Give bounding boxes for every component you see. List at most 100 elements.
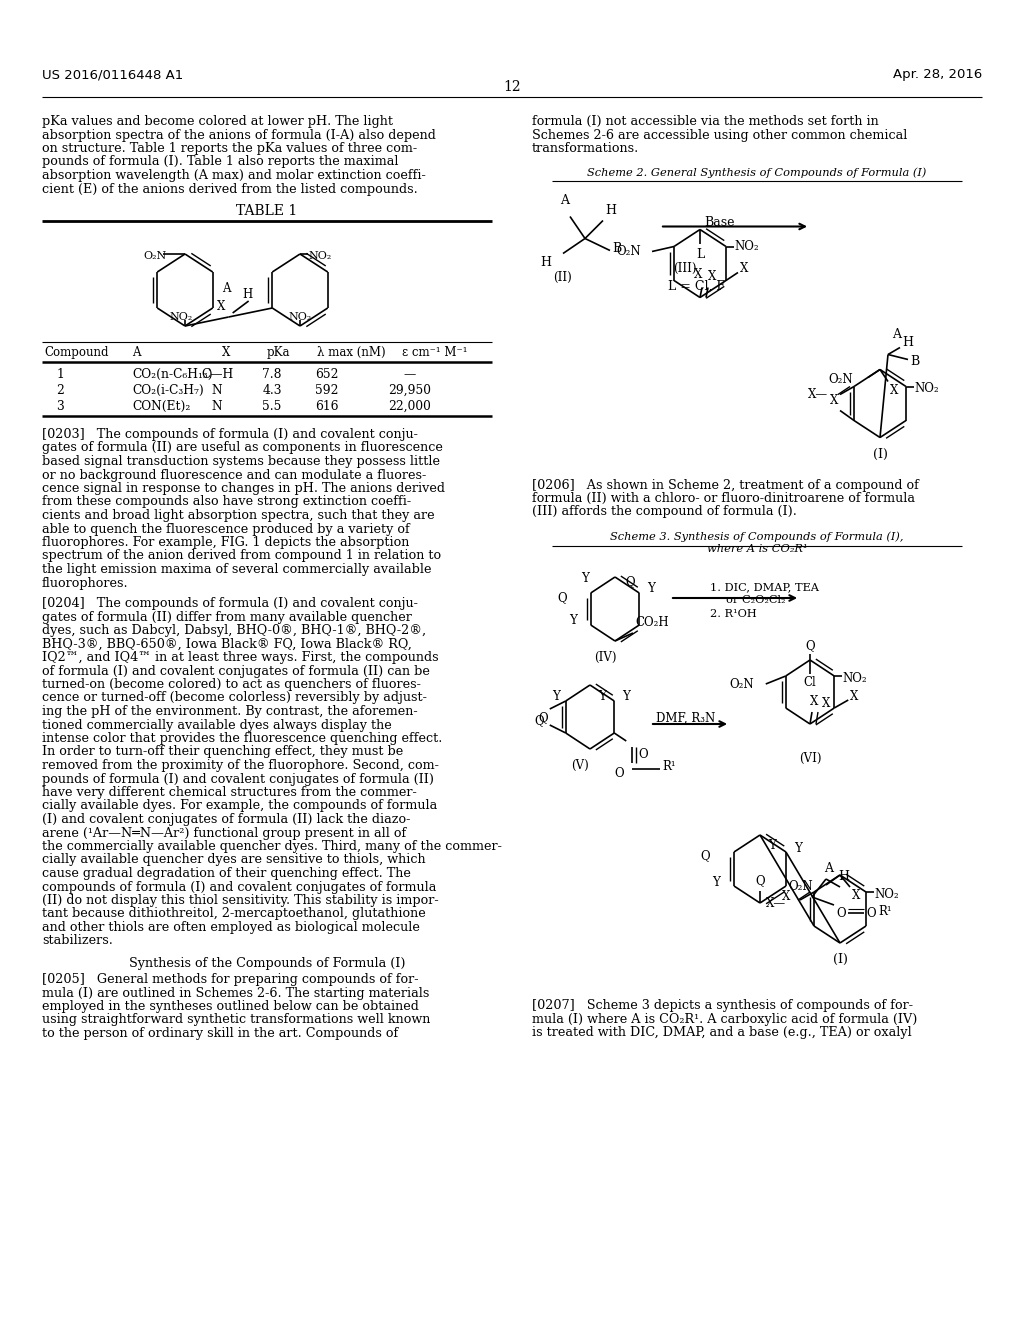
Text: to the person of ordinary skill in the art. Compounds of: to the person of ordinary skill in the a…	[42, 1027, 398, 1040]
Text: Y: Y	[569, 615, 577, 627]
Text: 2. R¹OH: 2. R¹OH	[710, 609, 757, 619]
Text: A: A	[892, 329, 901, 342]
Text: have very different chemical structures from the commer-: have very different chemical structures …	[42, 785, 417, 799]
Text: the light emission maxima of several commercially available: the light emission maxima of several com…	[42, 564, 431, 576]
Text: tioned commercially available dyes always display the: tioned commercially available dyes alway…	[42, 718, 392, 731]
Text: compounds of formula (I) and covalent conjugates of formula: compounds of formula (I) and covalent co…	[42, 880, 436, 894]
Text: Q: Q	[700, 850, 710, 862]
Text: mula (I) where A is CO₂R¹. A carboxylic acid of formula (IV): mula (I) where A is CO₂R¹. A carboxylic …	[532, 1012, 918, 1026]
Text: (VI): (VI)	[799, 752, 821, 766]
Text: X—: X—	[766, 898, 786, 909]
Text: Compound: Compound	[44, 346, 109, 359]
Text: [0203]   The compounds of formula (I) and covalent conju-: [0203] The compounds of formula (I) and …	[42, 428, 418, 441]
Text: 12: 12	[503, 81, 521, 94]
Text: C—H: C—H	[201, 368, 233, 381]
Text: pounds of formula (I) and covalent conjugates of formula (II): pounds of formula (I) and covalent conju…	[42, 772, 434, 785]
Text: tant because dithiothreitol, 2-mercaptoethanol, glutathione: tant because dithiothreitol, 2-mercaptoe…	[42, 908, 426, 920]
Text: H: H	[605, 203, 616, 216]
Text: (I) and covalent conjugates of formula (II) lack the diazo-: (I) and covalent conjugates of formula (…	[42, 813, 411, 826]
Text: Q: Q	[755, 874, 765, 887]
Text: CON(Et)₂: CON(Et)₂	[132, 400, 190, 413]
Text: Y: Y	[768, 840, 776, 851]
Text: cence signal in response to changes in pH. The anions derived: cence signal in response to changes in p…	[42, 482, 445, 495]
Text: λ max (nM): λ max (nM)	[317, 346, 386, 359]
Text: Q: Q	[557, 591, 566, 605]
Text: O₂N: O₂N	[828, 374, 853, 385]
Text: NO₂: NO₂	[734, 240, 759, 253]
Text: fluorophores.: fluorophores.	[42, 577, 129, 590]
Text: DMF, R₃N: DMF, R₃N	[656, 711, 715, 725]
Text: X: X	[708, 271, 717, 284]
Text: CO₂H: CO₂H	[635, 616, 669, 630]
Text: [0206]   As shown in Scheme 2, treatment of a compound of: [0206] As shown in Scheme 2, treatment o…	[532, 479, 919, 491]
Text: Q: Q	[625, 576, 635, 589]
Text: X: X	[829, 393, 839, 407]
Text: Y: Y	[712, 875, 720, 888]
Text: gates of formula (II) are useful as components in fluorescence: gates of formula (II) are useful as comp…	[42, 441, 442, 454]
Text: Y: Y	[623, 690, 630, 704]
Text: formula (I) not accessible via the methods set forth in: formula (I) not accessible via the metho…	[532, 115, 879, 128]
Text: L = Cl, F: L = Cl, F	[668, 280, 725, 293]
Text: Base: Base	[705, 216, 735, 230]
Text: absorption spectra of the anions of formula (I-A) also depend: absorption spectra of the anions of form…	[42, 128, 436, 141]
Text: 4.3: 4.3	[262, 384, 282, 397]
Text: Q: Q	[805, 639, 815, 652]
Text: H: H	[838, 870, 849, 883]
Text: H: H	[540, 256, 551, 269]
Text: TABLE 1: TABLE 1	[237, 205, 298, 218]
Text: Y: Y	[552, 689, 560, 702]
Text: NO₂: NO₂	[308, 251, 331, 261]
Text: IQ2™, and IQ4™ in at least three ways. First, the compounds: IQ2™, and IQ4™ in at least three ways. F…	[42, 651, 438, 664]
Text: Y: Y	[598, 690, 606, 704]
Text: NO₂: NO₂	[914, 381, 939, 395]
Text: the commercially available quencher dyes. Third, many of the commer-: the commercially available quencher dyes…	[42, 840, 502, 853]
Text: pKa values and become colored at lower pH. The light: pKa values and become colored at lower p…	[42, 115, 393, 128]
Text: X: X	[781, 890, 791, 903]
Text: [0204]   The compounds of formula (I) and covalent conju-: [0204] The compounds of formula (I) and …	[42, 597, 418, 610]
Text: 3: 3	[56, 400, 63, 413]
Text: 7.8: 7.8	[262, 368, 282, 381]
Text: intense color that provides the fluorescence quenching effect.: intense color that provides the fluoresc…	[42, 733, 442, 744]
Text: Scheme 3. Synthesis of Compounds of Formula (I),: Scheme 3. Synthesis of Compounds of Form…	[610, 531, 904, 541]
Text: 652: 652	[315, 368, 339, 381]
Text: absorption wavelength (A max) and molar extinction coeffi-: absorption wavelength (A max) and molar …	[42, 169, 426, 182]
Text: (I): (I)	[872, 447, 888, 461]
Text: CO₂(i-C₃H₇): CO₂(i-C₃H₇)	[132, 384, 204, 397]
Text: ε cm⁻¹ M⁻¹: ε cm⁻¹ M⁻¹	[402, 346, 468, 359]
Text: gates of formula (II) differ from many available quencher: gates of formula (II) differ from many a…	[42, 610, 412, 623]
Text: Y: Y	[581, 573, 589, 586]
Text: NO₂: NO₂	[289, 312, 311, 322]
Text: CO₂(n-C₆H₁₃): CO₂(n-C₆H₁₃)	[132, 368, 213, 381]
Text: turned-on (become colored) to act as quenchers of fluores-: turned-on (become colored) to act as que…	[42, 678, 421, 690]
Text: X: X	[222, 346, 230, 359]
Text: Y: Y	[794, 842, 802, 854]
Text: Cl: Cl	[804, 676, 816, 689]
Text: 1: 1	[56, 368, 63, 381]
Text: 592: 592	[315, 384, 339, 397]
Text: fluorophores. For example, FIG. 1 depicts the absorption: fluorophores. For example, FIG. 1 depict…	[42, 536, 410, 549]
Text: L: L	[696, 248, 705, 260]
Text: A: A	[824, 862, 833, 875]
Text: —: —	[403, 368, 416, 381]
Text: based signal transduction systems because they possess little: based signal transduction systems becaus…	[42, 455, 440, 469]
Text: using straightforward synthetic transformations well known: using straightforward synthetic transfor…	[42, 1014, 430, 1027]
Text: stabilizers.: stabilizers.	[42, 935, 113, 948]
Text: able to quench the fluorescence produced by a variety of: able to quench the fluorescence produced…	[42, 523, 410, 536]
Text: or no background fluorescence and can modulate a fluores-: or no background fluorescence and can mo…	[42, 469, 426, 482]
Text: Synthesis of the Compounds of Formula (I): Synthesis of the Compounds of Formula (I…	[129, 957, 406, 970]
Text: (V): (V)	[571, 759, 589, 772]
Text: from these compounds also have strong extinction coeffi-: from these compounds also have strong ex…	[42, 495, 411, 508]
Text: pounds of formula (I). Table 1 also reports the maximal: pounds of formula (I). Table 1 also repo…	[42, 156, 398, 169]
Text: N: N	[212, 400, 222, 413]
Text: on structure. Table 1 reports the pKa values of three com-: on structure. Table 1 reports the pKa va…	[42, 143, 417, 154]
Text: X: X	[810, 696, 818, 708]
Text: X: X	[740, 261, 749, 275]
Text: of formula (I) and covalent conjugates of formula (II) can be: of formula (I) and covalent conjugates o…	[42, 664, 430, 677]
Text: US 2016/0116448 A1: US 2016/0116448 A1	[42, 69, 183, 81]
Text: O₂N: O₂N	[730, 677, 755, 690]
Text: 5.5: 5.5	[262, 400, 282, 413]
Text: 1. DIC, DMAP, TEA: 1. DIC, DMAP, TEA	[710, 582, 819, 591]
Text: (II): (II)	[554, 271, 572, 284]
Text: Q: Q	[535, 714, 544, 727]
Text: Y: Y	[647, 582, 655, 595]
